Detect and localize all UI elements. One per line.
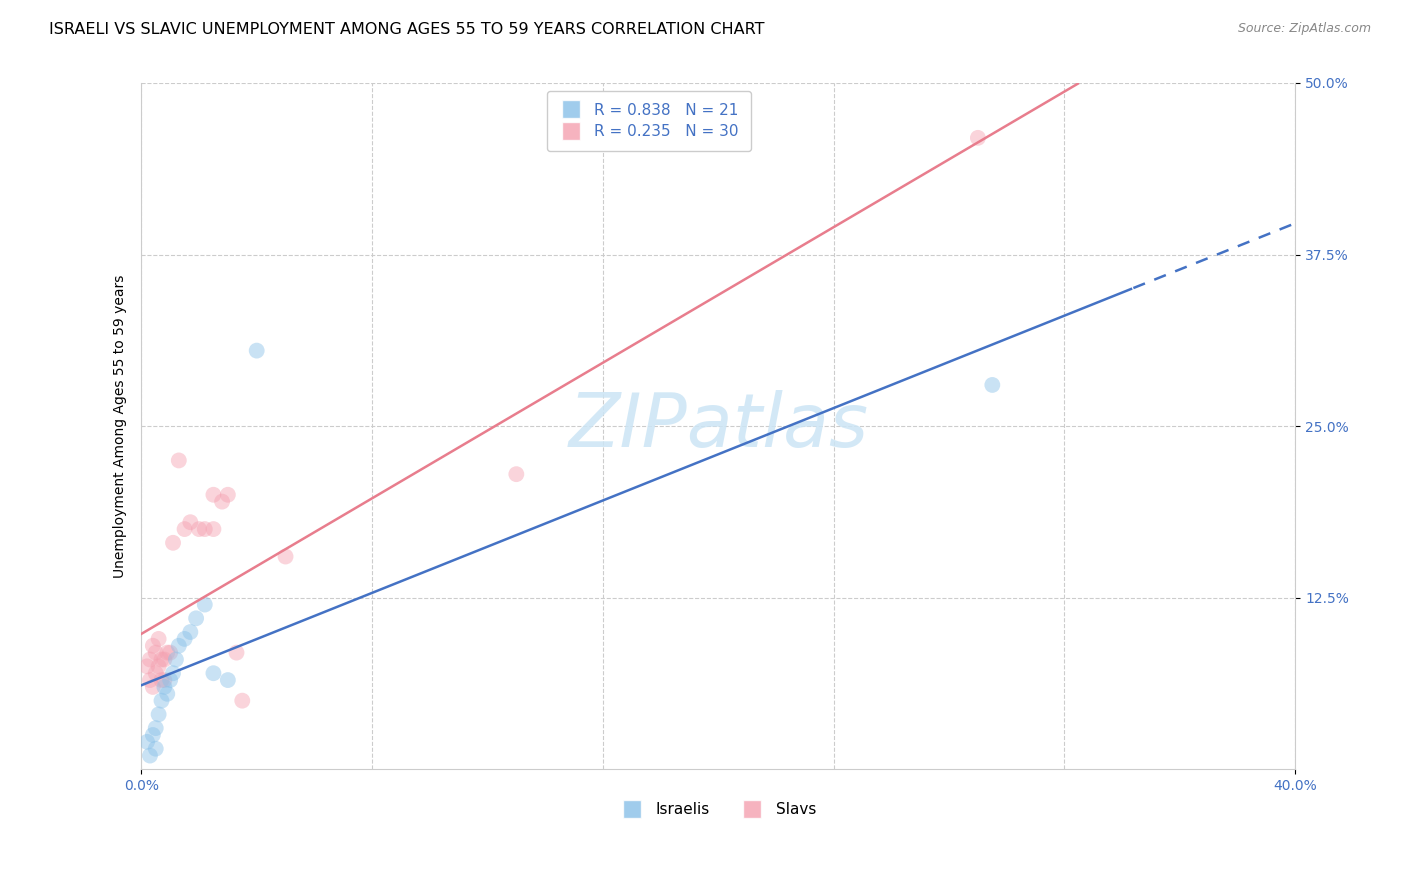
Point <box>162 666 184 681</box>
Point <box>274 549 297 564</box>
Point <box>173 632 195 646</box>
Point <box>139 652 162 666</box>
Point <box>231 694 253 708</box>
Point <box>145 666 167 681</box>
Point <box>167 639 190 653</box>
Point <box>179 515 201 529</box>
Legend: Israelis, Slavs: Israelis, Slavs <box>614 797 823 823</box>
Point <box>142 639 165 653</box>
Point <box>156 687 179 701</box>
Point <box>159 646 181 660</box>
Point <box>142 680 165 694</box>
Point <box>981 378 1004 392</box>
Point <box>150 673 173 687</box>
Point <box>211 494 233 508</box>
Point <box>142 728 165 742</box>
Point <box>225 646 247 660</box>
Point <box>145 721 167 735</box>
Point <box>136 659 159 673</box>
Text: ZIPatlas: ZIPatlas <box>568 390 869 462</box>
Point <box>136 735 159 749</box>
Point <box>153 680 176 694</box>
Point <box>188 522 211 536</box>
Point <box>217 488 239 502</box>
Point <box>505 467 527 482</box>
Text: Source: ZipAtlas.com: Source: ZipAtlas.com <box>1237 22 1371 36</box>
Point <box>179 625 201 640</box>
Point <box>246 343 269 358</box>
Point <box>202 666 225 681</box>
Point <box>202 522 225 536</box>
Point <box>194 598 217 612</box>
Point <box>148 632 170 646</box>
Point <box>162 536 184 550</box>
Point <box>156 646 179 660</box>
Point <box>148 659 170 673</box>
Point <box>153 652 176 666</box>
Point <box>184 611 207 625</box>
Y-axis label: Unemployment Among Ages 55 to 59 years: Unemployment Among Ages 55 to 59 years <box>114 275 128 578</box>
Point <box>967 131 990 145</box>
Point <box>139 748 162 763</box>
Point <box>202 488 225 502</box>
Point <box>139 673 162 687</box>
Point <box>217 673 239 687</box>
Point <box>194 522 217 536</box>
Point <box>153 673 176 687</box>
Point <box>167 453 190 467</box>
Point <box>165 652 187 666</box>
Point <box>145 741 167 756</box>
Point <box>173 522 195 536</box>
Point <box>150 694 173 708</box>
Point <box>145 646 167 660</box>
Point <box>159 673 181 687</box>
Text: ISRAELI VS SLAVIC UNEMPLOYMENT AMONG AGES 55 TO 59 YEARS CORRELATION CHART: ISRAELI VS SLAVIC UNEMPLOYMENT AMONG AGE… <box>49 22 765 37</box>
Point <box>148 707 170 722</box>
Point <box>150 652 173 666</box>
